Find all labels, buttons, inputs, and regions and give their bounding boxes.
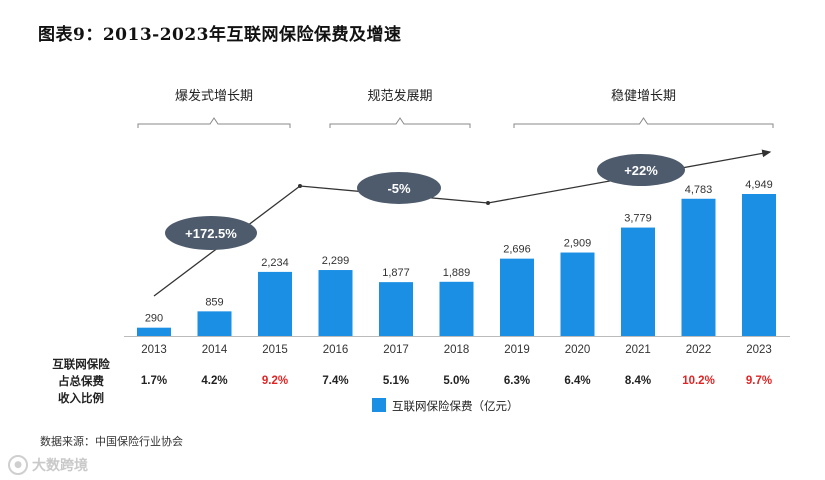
bar-2014 (197, 311, 232, 336)
bar-2013 (137, 327, 171, 336)
category-label-2014: 2014 (202, 344, 228, 356)
growth-rate-label-1: +172.5% (185, 226, 237, 241)
category-label-2020: 2020 (565, 344, 591, 356)
category-label-2015: 2015 (262, 344, 288, 356)
growth-rate-label-3: +22% (624, 163, 658, 178)
category-label-2017: 2017 (383, 344, 409, 356)
value-label-2013: 290 (145, 313, 163, 325)
growth-bubble-2 (357, 172, 441, 204)
value-label-2022: 4,783 (685, 184, 713, 196)
bar-2018 (439, 281, 474, 336)
chart-title: 图表9：2013-2023年互联网保险保费及增速 (38, 25, 402, 45)
bar-2020 (560, 252, 595, 336)
phase-label-1: 爆发式增长期 (175, 88, 253, 104)
ratio-row-label-line-3: 收入比例 (58, 391, 104, 405)
phase-bracket-2 (329, 117, 471, 128)
watermark-text: 大数跨境 (32, 458, 88, 474)
legend-swatch (372, 398, 386, 412)
source-note: 数据来源：中国保险行业协会 (40, 435, 183, 448)
ratio-row-label-line-1: 互联网保险 (52, 357, 110, 371)
ratio-row-label-line-2: 占总保费 (58, 374, 104, 388)
ratio-row-label: 互联网保险 占总保费 收入比例 (36, 356, 126, 407)
category-label-2013: 2013 (141, 344, 167, 356)
legend-label: 互联网保险保费（亿元） (392, 399, 519, 413)
value-label-2014: 859 (205, 296, 223, 308)
value-label-2016: 2,299 (322, 255, 350, 267)
ratio-value-2015: 9.2% (262, 375, 288, 387)
ratio-value-2017: 5.1% (383, 375, 409, 387)
ratio-value-2021: 8.4% (625, 375, 651, 387)
ratio-value-2022: 10.2% (682, 375, 715, 387)
phase-bracket-3 (513, 117, 774, 128)
bar-2015 (258, 271, 292, 336)
watermark-logo-icon: ● (8, 455, 28, 475)
growth-bubble-1 (165, 216, 257, 250)
ratio-value-2019: 6.3% (504, 375, 530, 387)
value-label-2017: 1,877 (382, 267, 410, 279)
growth-bubble-3 (597, 154, 685, 186)
category-label-2023: 2023 (746, 344, 772, 356)
category-label-2022: 2022 (686, 344, 712, 356)
phase-label-2: 规范发展期 (367, 88, 432, 104)
value-label-2015: 2,234 (261, 257, 289, 269)
trend-point-2015 (298, 184, 302, 188)
ratio-value-2018: 5.0% (443, 375, 469, 387)
ratio-value-2020: 6.4% (564, 375, 590, 387)
category-label-2021: 2021 (625, 344, 651, 356)
watermark: ● 大数跨境 (8, 455, 88, 475)
ratio-value-2013: 1.7% (141, 375, 167, 387)
ratio-value-2016: 7.4% (322, 375, 348, 387)
trend-point-2018 (486, 201, 490, 205)
bar-2021 (621, 227, 655, 336)
bar-2019 (500, 258, 534, 336)
phase-label-3: 稳健增长期 (611, 88, 676, 104)
value-label-2019: 2,696 (503, 244, 531, 256)
phase-bracket-1 (137, 117, 291, 128)
value-label-2020: 2,909 (564, 238, 592, 250)
value-label-2021: 3,779 (624, 213, 652, 225)
value-label-2018: 1,889 (443, 267, 471, 279)
bar-2016 (318, 270, 353, 336)
category-label-2016: 2016 (323, 344, 349, 356)
ratio-value-2014: 4.2% (201, 375, 227, 387)
bar-2022 (681, 198, 716, 336)
growth-rate-label-2: -5% (387, 181, 411, 196)
value-label-2023: 4,949 (745, 179, 773, 191)
bar-2017 (379, 282, 413, 336)
ratio-value-2023: 9.7% (746, 375, 772, 387)
category-label-2019: 2019 (504, 344, 530, 356)
category-label-2018: 2018 (444, 344, 470, 356)
bar-2023 (742, 194, 776, 336)
